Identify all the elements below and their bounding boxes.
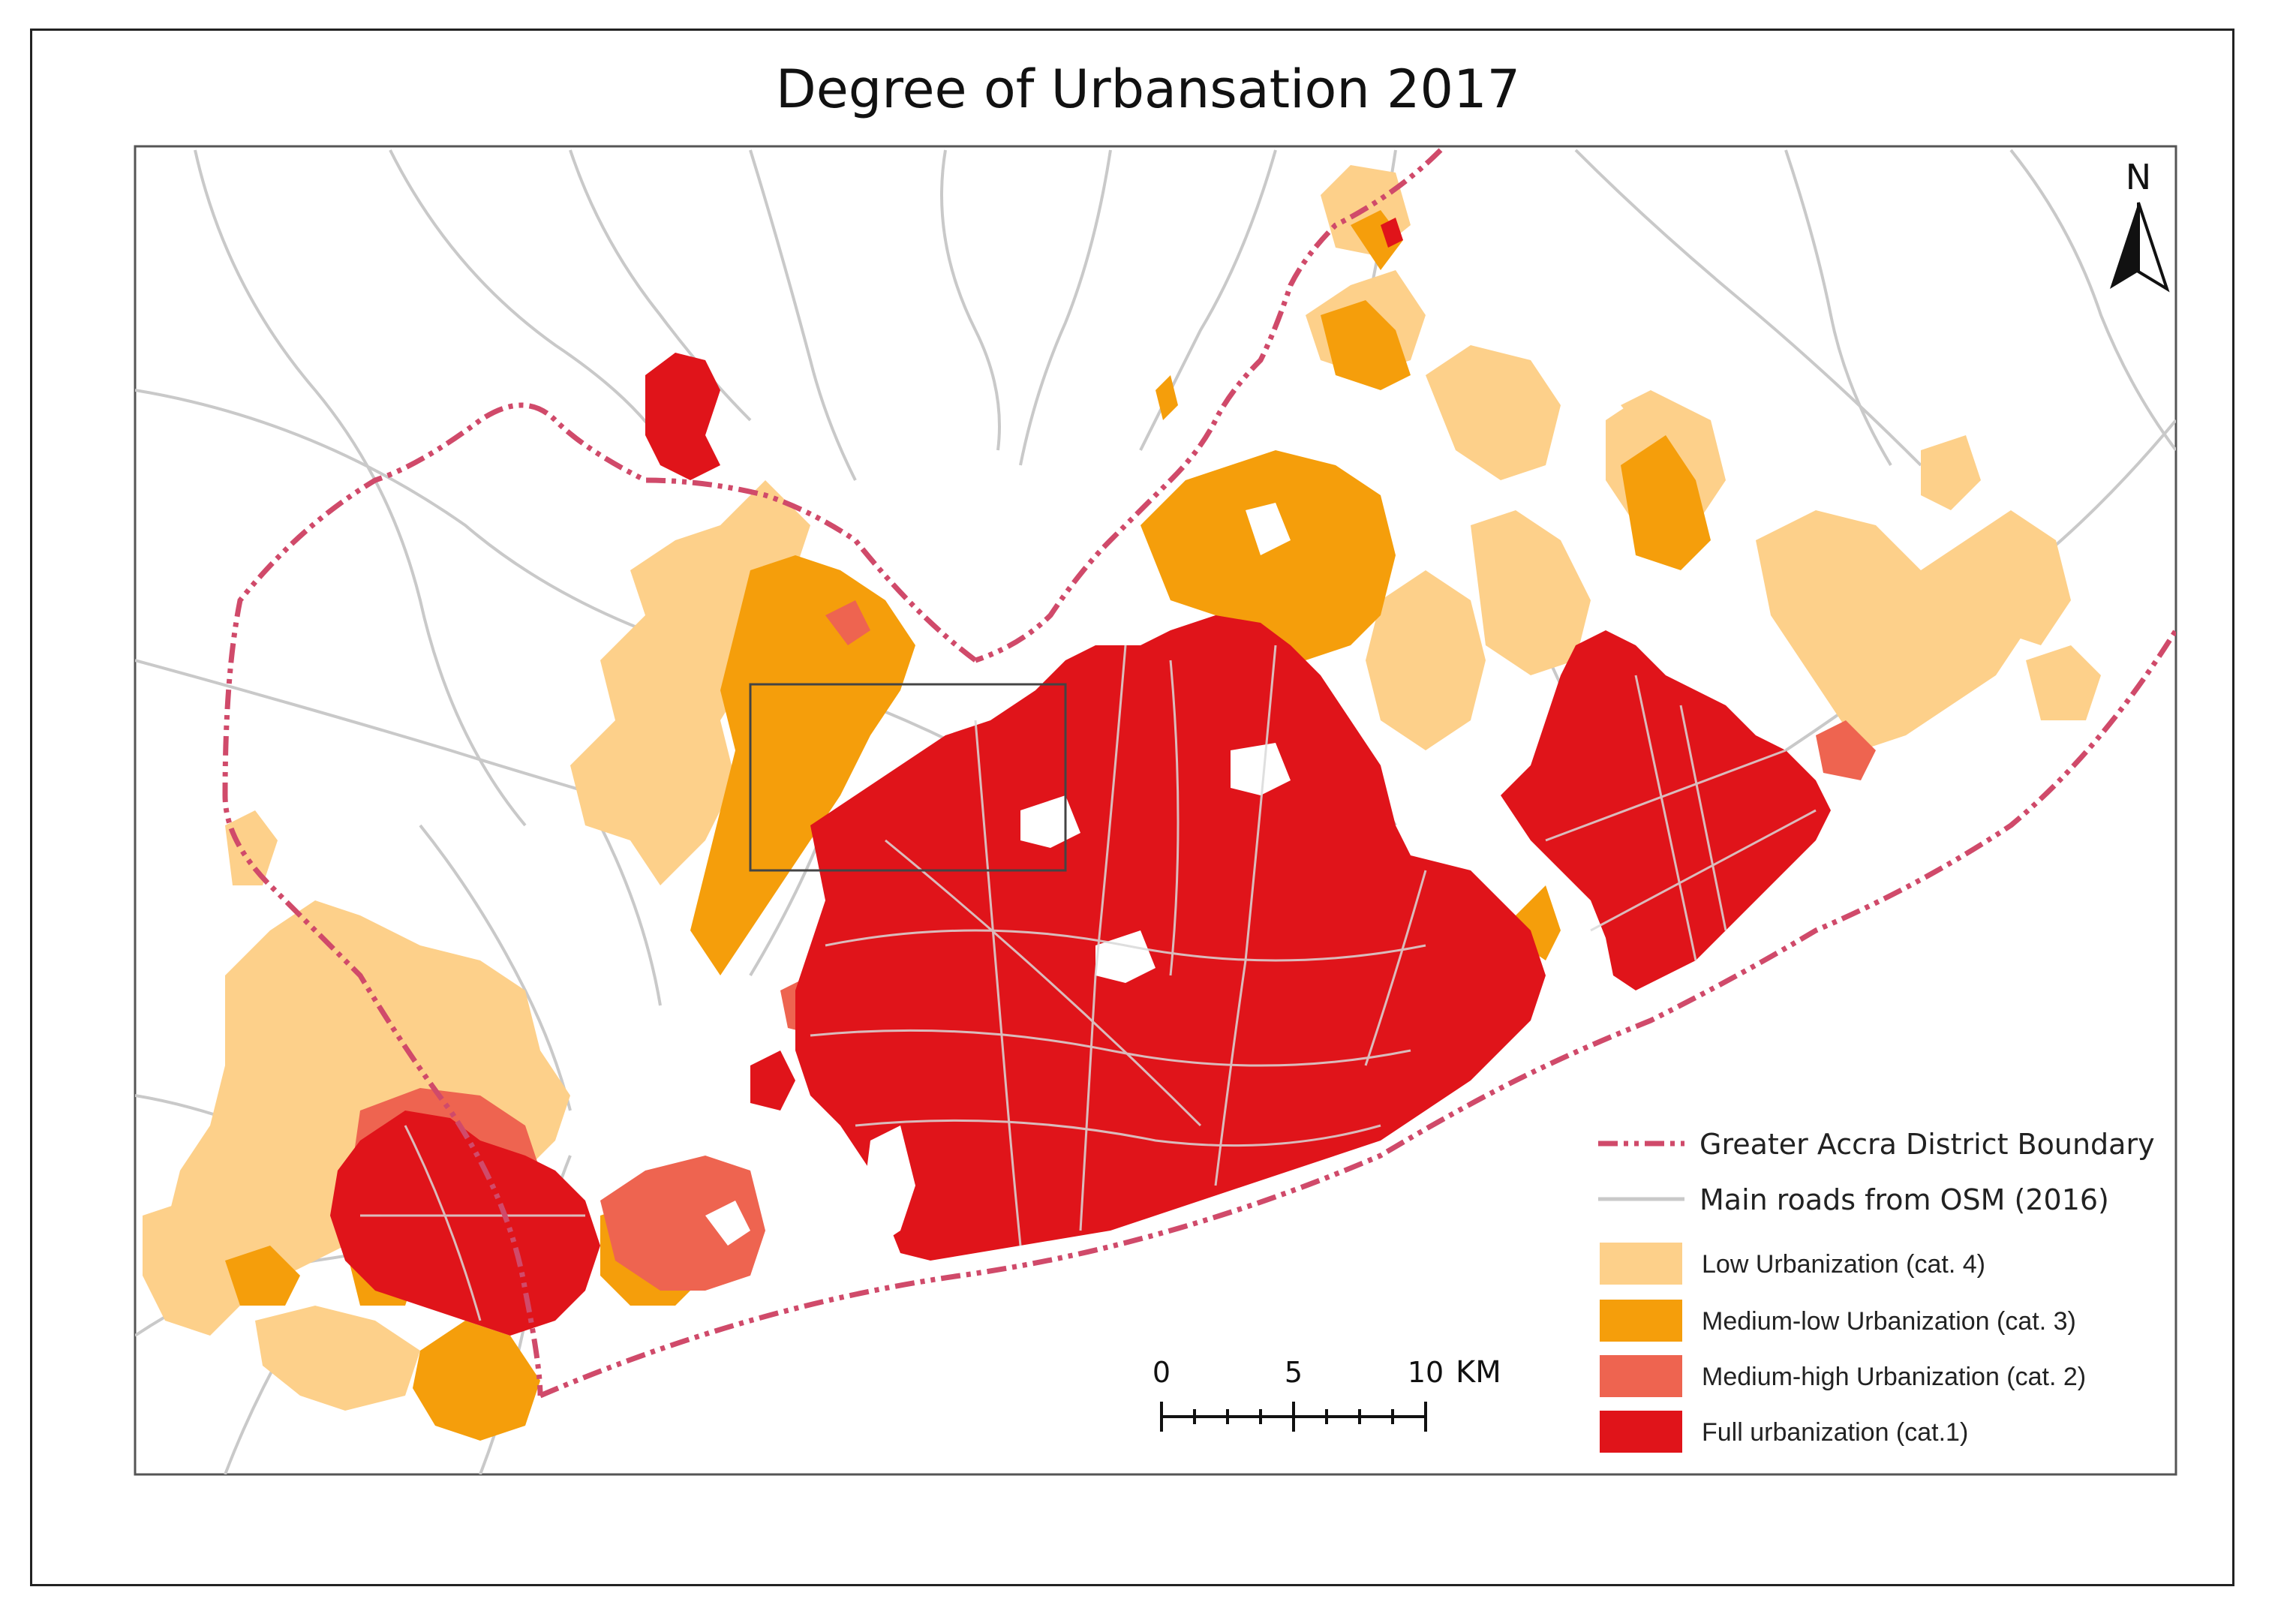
urban-road-network (360, 645, 1817, 1321)
north-arrow-right-half (2137, 202, 2170, 293)
legend-cat1-swatch (1600, 1411, 1682, 1453)
map-frame (30, 29, 2234, 1586)
legend-cat3-label: Medium-low Urbanization (cat. 3) (1702, 1307, 2076, 1336)
legend: Greater Accra District Boundary Main roa… (1598, 1128, 2155, 1453)
scale-label-0: 0 (1153, 1356, 1171, 1389)
district-boundary (222, 148, 2176, 1399)
cat1-areas (330, 218, 1831, 1336)
scale-label-10: 10 (1408, 1356, 1444, 1389)
north-arrow-icon (2110, 203, 2138, 289)
scale-label-5: 5 (1285, 1356, 1303, 1389)
legend-cat4-swatch (1600, 1243, 1682, 1285)
north-label: N (2126, 157, 2151, 197)
legend-cat3-swatch (1600, 1300, 1682, 1342)
legend-roads-label: Main roads from OSM (2016) (1699, 1183, 2109, 1216)
inset-box (749, 683, 1067, 872)
scale-bar (1160, 1402, 1427, 1432)
legend-cat2-swatch (1600, 1355, 1682, 1397)
cat4-areas (143, 165, 2101, 1411)
legend-cat4-label: Low Urbanization (cat. 4) (1702, 1250, 1985, 1279)
scale-unit: KM (1456, 1355, 1501, 1390)
map-title: Degree of Urbansation 2017 (775, 59, 1521, 120)
north-arrow: N (2110, 157, 2170, 293)
legend-cat2-label: Medium-high Urbanization (cat. 2) (1702, 1363, 2086, 1391)
legend-boundary-label: Greater Accra District Boundary (1699, 1128, 2155, 1161)
legend-cat1-label: Full urbanization (cat.1) (1702, 1418, 1968, 1447)
